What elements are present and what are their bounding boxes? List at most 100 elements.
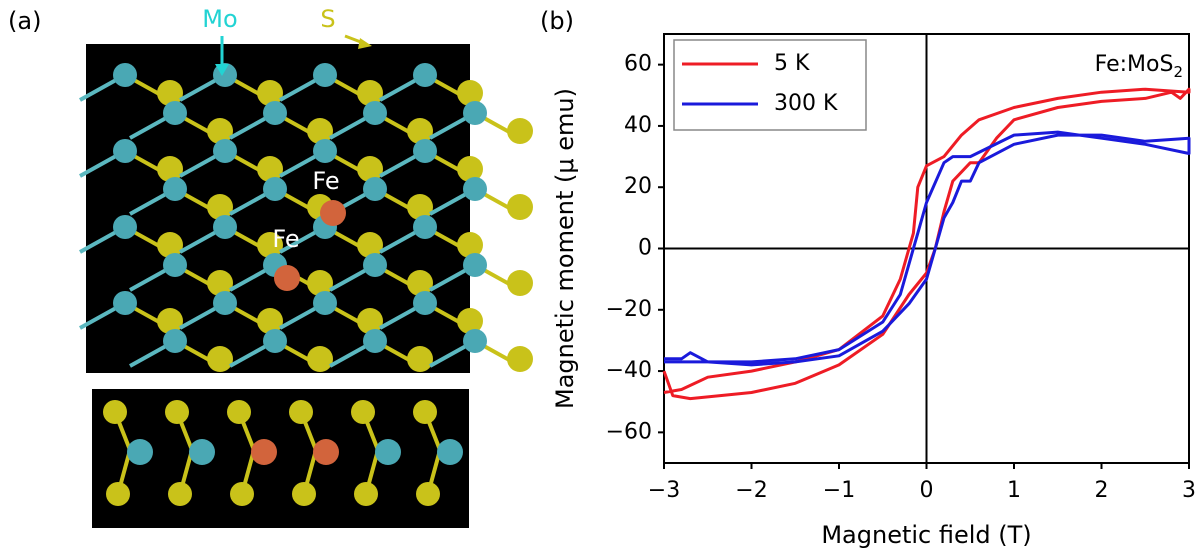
legend-box (673, 39, 867, 131)
atom-mo (113, 291, 137, 315)
atom-s (207, 270, 233, 296)
atom-s (457, 80, 483, 106)
atom-mo (127, 439, 153, 465)
atom-s (357, 156, 383, 182)
legend-label: 300 K (774, 91, 838, 116)
atom-s (307, 118, 333, 144)
atom-mo (263, 101, 287, 125)
atom-s (507, 194, 533, 220)
atom-mo (163, 329, 187, 353)
atom-s (457, 156, 483, 182)
y-tick-label: −60 (606, 419, 652, 444)
atom-s (106, 482, 130, 506)
atom-s (207, 194, 233, 220)
atom-s (457, 308, 483, 334)
atom-fe (320, 200, 346, 226)
structure-side-view (92, 389, 469, 528)
atom-mo (363, 177, 387, 201)
x-tick-label: 1 (1007, 478, 1021, 503)
atom-s (257, 156, 283, 182)
atom-mo (363, 329, 387, 353)
x-tick-label: −2 (735, 478, 767, 503)
atom-s (357, 80, 383, 106)
atom-mo (463, 101, 487, 125)
atom-mo (463, 177, 487, 201)
atom-s (407, 270, 433, 296)
atom-s (168, 482, 192, 506)
panel-label: (b) (540, 7, 574, 35)
atom-s (227, 400, 251, 424)
atom-mo (437, 439, 463, 465)
atom-mo (413, 215, 437, 239)
series-line (664, 130, 1191, 367)
atom-mo (113, 215, 137, 239)
atom-s (207, 346, 233, 372)
atom-s (257, 308, 283, 334)
atom-s (289, 400, 313, 424)
arrow-head (215, 64, 229, 76)
annotation: Fe:MoS2 (1095, 52, 1183, 81)
atom-s (407, 346, 433, 372)
panel-label: (a) (8, 7, 41, 35)
atom-label: S (320, 5, 335, 33)
y-axis-label: Magnetic moment (μ emu) (551, 88, 579, 409)
atom-s (457, 232, 483, 258)
atom-mo (163, 253, 187, 277)
atom-s (230, 482, 254, 506)
atom-label: Fe (272, 225, 299, 253)
atom-s (257, 232, 283, 258)
y-tick-label: 20 (624, 174, 652, 199)
atom-s (257, 80, 283, 106)
atom-fe (313, 439, 339, 465)
x-tick-label: 2 (1095, 478, 1109, 503)
atom-mo (313, 291, 337, 315)
atom-label: Mo (202, 5, 237, 33)
atom-s (407, 194, 433, 220)
atom-mo (213, 215, 237, 239)
atom-mo (213, 139, 237, 163)
y-tick-label: 0 (638, 236, 652, 261)
atom-s (307, 346, 333, 372)
atom-s (207, 118, 233, 144)
x-tick-label: −3 (648, 478, 680, 503)
atom-mo (363, 101, 387, 125)
atom-mo (463, 253, 487, 277)
atom-mo (463, 329, 487, 353)
atom-s (165, 400, 189, 424)
x-tick-label: 3 (1182, 478, 1196, 503)
legend-label: 5 K (774, 51, 810, 76)
atom-mo (163, 101, 187, 125)
atom-s (292, 482, 316, 506)
atom-mo (413, 63, 437, 87)
x-tick-label: −1 (823, 478, 855, 503)
y-tick-label: 40 (624, 113, 652, 138)
atom-mo (213, 291, 237, 315)
atom-s (157, 80, 183, 106)
y-tick-label: −40 (606, 358, 652, 383)
atom-s (157, 156, 183, 182)
atom-mo (113, 139, 137, 163)
atom-s (354, 482, 378, 506)
atom-mo (113, 63, 137, 87)
chart: −3 −2 −1 0 1 2 3 −60 −40 −20 0 20 40 60 5 K 300 K Fe:MoS… (551, 33, 1196, 549)
annotation-text: Fe:MoS (1095, 52, 1174, 77)
atom-s (507, 270, 533, 296)
atom-s (351, 400, 375, 424)
atom-fe (251, 439, 277, 465)
atom-label: Fe (312, 167, 339, 195)
atom-s (357, 232, 383, 258)
atoms (79, 63, 533, 506)
atom-mo (363, 253, 387, 277)
atom-mo (375, 439, 401, 465)
atom-mo (163, 177, 187, 201)
atom-mo (263, 329, 287, 353)
atom-s (507, 346, 533, 372)
atom-s (103, 400, 127, 424)
atom-mo (413, 291, 437, 315)
atom-s (157, 308, 183, 334)
atom-s (507, 118, 533, 144)
x-axis-label: Magnetic field (T) (821, 521, 1031, 549)
atom-s (157, 232, 183, 258)
atom-mo (313, 139, 337, 163)
atom-s (307, 270, 333, 296)
